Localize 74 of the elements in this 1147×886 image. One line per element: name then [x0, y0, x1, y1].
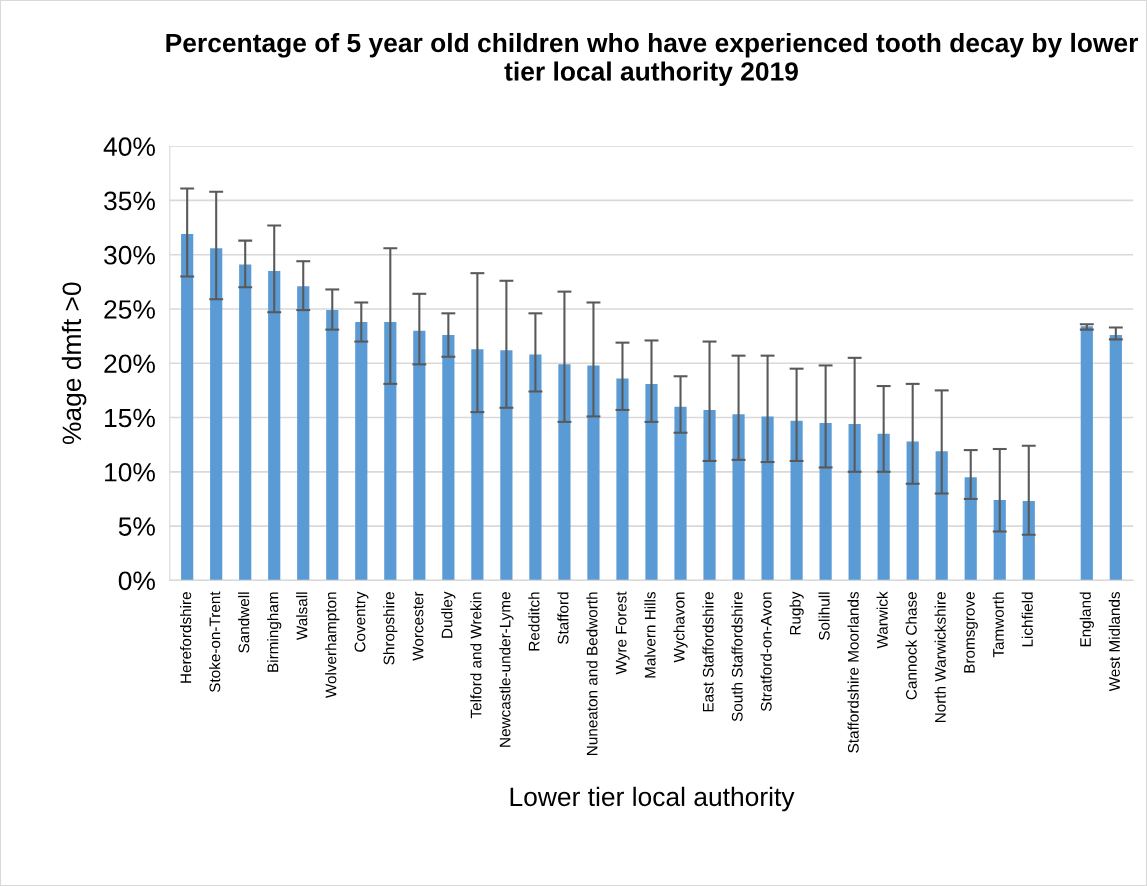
- y-tick-label: 15%: [105, 408, 155, 428]
- bar: [674, 406, 687, 581]
- bar: [500, 350, 513, 581]
- bar: [964, 477, 977, 581]
- x-tick-label: West Midlands: [1108, 591, 1120, 692]
- bar: [384, 322, 397, 581]
- bar: [935, 451, 948, 581]
- x-tick-label: East Staffordshire: [702, 592, 714, 712]
- y-axis-title: %age dmft >0: [61, 282, 87, 445]
- chart-title: Percentage of 5 year old children who have experienced tooth decay by lower tier local authority 2019: [166, 32, 1139, 87]
- x-tick-label: Stafford: [557, 592, 569, 644]
- bar: [790, 420, 803, 581]
- x-tick-label: Bromsgrove: [964, 592, 978, 673]
- x-tick-label: Staffordshire Moorlands: [847, 591, 859, 753]
- x-tick-label: Dudley: [441, 591, 456, 638]
- bar: [529, 354, 542, 581]
- bar: [877, 433, 890, 581]
- bar: [848, 424, 861, 581]
- x-tick-label: Coventry: [354, 591, 369, 652]
- bar: [558, 364, 571, 581]
- x-tick-label: Walsall: [296, 592, 308, 641]
- x-tick-label: Wolverhampton: [325, 592, 340, 699]
- x-axis-title: Lower tier local authority: [510, 786, 795, 812]
- bar: [1109, 335, 1122, 581]
- x-tick-label: Sandwell: [238, 592, 250, 653]
- bar: [297, 286, 310, 581]
- x-tick-label: Tamworth: [992, 592, 1004, 658]
- y-tick-label: 30%: [104, 245, 155, 265]
- bar: [645, 383, 658, 581]
- x-tick-label: Wychavon: [673, 592, 688, 663]
- x-tick-label: England: [1079, 592, 1094, 647]
- bar: [616, 378, 629, 581]
- y-tick-label: 25%: [104, 300, 155, 319]
- x-tick-label: Solihull: [818, 592, 830, 640]
- bar: [471, 349, 484, 581]
- x-tick-label: North Warwickshire: [934, 592, 946, 723]
- bar: [181, 234, 194, 581]
- bar: [326, 310, 339, 581]
- bar: [210, 248, 223, 581]
- bar: [732, 414, 745, 581]
- bar: [1080, 326, 1093, 581]
- bar: [442, 335, 455, 581]
- x-tick-label: Wyre Forest: [615, 591, 630, 675]
- y-tick-label: 0%: [118, 571, 155, 591]
- x-tick-label: Stoke-on-Trent: [209, 591, 221, 693]
- bar: [819, 422, 832, 581]
- x-tick-label: Warwick: [876, 591, 888, 649]
- x-tick-label: Lichfield: [1021, 592, 1033, 647]
- bar: [355, 322, 368, 581]
- x-tick-label: Herefordshire: [180, 592, 192, 683]
- x-tick-label: Rugby: [789, 591, 804, 635]
- bar: [587, 365, 600, 581]
- x-tick-label: Cannock Chase: [905, 592, 917, 700]
- bar: [268, 271, 281, 581]
- y-tick-label: 40%: [103, 137, 155, 157]
- x-tick-label: Malvern Hills: [644, 591, 656, 678]
- bar: [239, 264, 252, 581]
- x-tick-label: Redditch: [528, 592, 540, 651]
- x-tick-label: Telford and Wrekin: [470, 592, 482, 719]
- x-tick-label: Birmingham: [267, 592, 282, 672]
- bar: [761, 416, 774, 581]
- bar: [413, 330, 426, 581]
- y-tick-label: 5%: [118, 517, 155, 536]
- bar: [703, 409, 716, 581]
- x-tick-label: Shropshire: [383, 592, 398, 665]
- bar: [906, 441, 919, 581]
- x-tick-label: Worcester: [412, 591, 424, 661]
- y-tick-label: 35%: [104, 191, 155, 211]
- y-tick-label: 20%: [104, 354, 155, 374]
- x-tick-label: Stratford-on-Avon: [760, 592, 772, 712]
- x-tick-label: Newcastle-under-Lyme: [499, 592, 514, 747]
- x-tick-label: Nuneaton and Bedworth: [586, 592, 598, 755]
- x-tick-label: South Staffordshire: [731, 592, 743, 722]
- y-tick-label: 10%: [105, 462, 155, 482]
